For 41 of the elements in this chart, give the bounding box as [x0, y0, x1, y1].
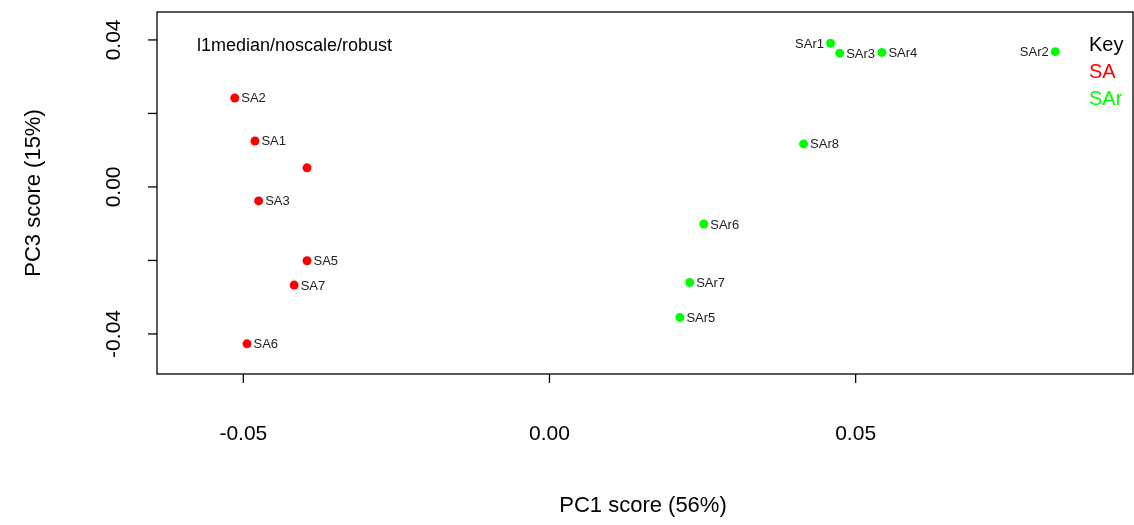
- point: [302, 256, 312, 266]
- x-axis-title: PC1 score (56%): [559, 492, 727, 517]
- point: [289, 280, 299, 290]
- point: [699, 219, 709, 229]
- annotation: SAr8: [810, 136, 839, 152]
- annotation: SAr5: [686, 309, 716, 325]
- point: [302, 163, 312, 173]
- point: [242, 339, 252, 349]
- annotation: SAr7: [696, 274, 726, 290]
- annotation: SAr2: [1019, 44, 1049, 60]
- annotation: SA6: [253, 336, 279, 352]
- point: [685, 277, 695, 287]
- y-tick-label: -0.04: [101, 309, 124, 358]
- annotation: SAr4: [888, 44, 918, 60]
- y-tick-label: 0.00: [101, 166, 124, 208]
- text: SA: [1089, 60, 1117, 82]
- y-tick-label: 0.04: [101, 19, 124, 61]
- x-tick-label: 0.00: [529, 421, 570, 444]
- annotation: SA7: [300, 277, 326, 293]
- annotation: SA3: [265, 193, 290, 209]
- y-axis-title: PC3 score (15%): [20, 109, 45, 277]
- annotation: SA2: [241, 90, 266, 106]
- text: l1median/noscale/robust: [197, 35, 393, 55]
- point: [799, 139, 809, 149]
- point: [675, 312, 685, 322]
- annotation: SA5: [313, 253, 339, 269]
- annotation: SA1: [261, 133, 287, 149]
- point: [877, 47, 887, 57]
- annotation: SAr6: [710, 216, 740, 232]
- point: [230, 93, 240, 103]
- point: [1050, 47, 1060, 57]
- x-tick-label: 0.05: [835, 421, 877, 444]
- annotation: SAr1: [795, 35, 825, 51]
- point: [835, 48, 845, 58]
- x-tick-label: -0.05: [219, 421, 268, 444]
- text: SAr: [1089, 87, 1123, 109]
- point: [250, 136, 260, 146]
- point: [826, 38, 836, 48]
- legend-title: Key: [1089, 33, 1124, 55]
- point: [254, 196, 264, 206]
- annotation: SAr3: [846, 45, 876, 61]
